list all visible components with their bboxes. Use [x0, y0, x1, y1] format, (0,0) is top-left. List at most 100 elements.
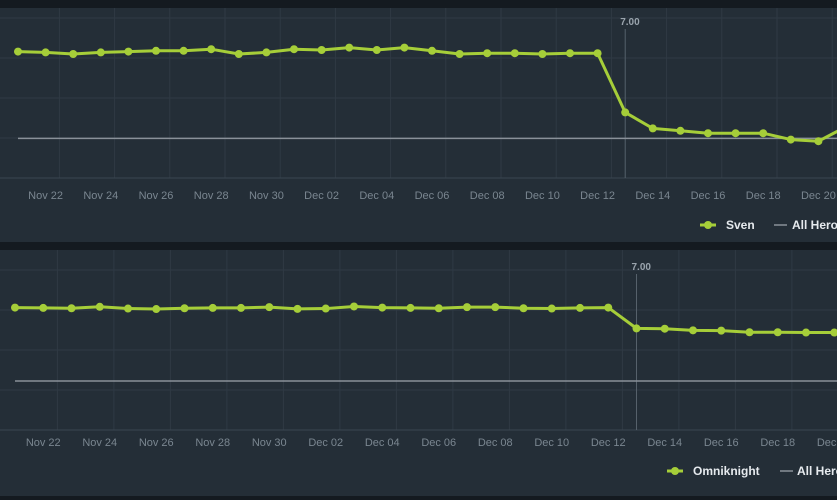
legend-all-heroes-label: All Heroes: [797, 464, 837, 478]
data-point[interactable]: [660, 324, 669, 333]
x-tick-label: Dec 02: [308, 437, 343, 449]
legend-item-hero[interactable]: Sven: [700, 218, 755, 232]
data-point[interactable]: [538, 50, 547, 58]
data-point[interactable]: [802, 328, 810, 337]
data-point[interactable]: [96, 48, 105, 57]
data-point[interactable]: [773, 328, 782, 337]
x-tick-label: Nov 24: [82, 437, 117, 449]
grid: [0, 250, 837, 431]
data-point[interactable]: [124, 47, 133, 56]
x-tick-label: Dec 20: [801, 190, 836, 202]
x-tick-label: Dec 04: [359, 190, 394, 202]
data-point[interactable]: [41, 48, 50, 57]
data-point[interactable]: [11, 303, 19, 312]
data-point[interactable]: [566, 49, 574, 58]
data-point[interactable]: [519, 304, 528, 313]
data-point[interactable]: [69, 50, 78, 58]
data-point[interactable]: [814, 137, 823, 146]
data-point[interactable]: [179, 46, 188, 55]
chart-panel-omniknight: 7.00 Nov 22 Nov 24 Nov 26 Nov 28 Nov 30 Dec 02…: [0, 250, 837, 496]
x-tick-label: Dec 14: [647, 437, 682, 449]
data-point[interactable]: [786, 135, 795, 144]
data-point[interactable]: [576, 303, 584, 312]
data-point[interactable]: [350, 302, 358, 311]
data-point[interactable]: [455, 50, 464, 58]
data-point[interactable]: [717, 326, 726, 335]
data-point[interactable]: [463, 303, 471, 312]
data-point[interactable]: [483, 49, 492, 58]
legend: Omniknight All Heroes: [667, 464, 837, 478]
data-point[interactable]: [648, 124, 657, 133]
legend-hero-label: Sven: [726, 218, 755, 232]
data-point[interactable]: [39, 303, 48, 312]
data-point[interactable]: [237, 303, 245, 312]
legend-item-hero[interactable]: Omniknight: [667, 464, 760, 478]
legend-item-all-heroes[interactable]: All Heroes: [780, 464, 837, 478]
x-tick-label: Nov 26: [139, 190, 174, 202]
data-point[interactable]: [759, 129, 768, 138]
data-point[interactable]: [321, 304, 330, 313]
data-point[interactable]: [745, 328, 754, 337]
x-tick-label: Dec 12: [591, 437, 626, 449]
x-tick-label: Dec 14: [635, 190, 670, 202]
data-point[interactable]: [265, 303, 274, 312]
x-tick-label: Nov 22: [26, 437, 61, 449]
data-point[interactable]: [704, 129, 712, 138]
x-tick-label: Dec 16: [691, 190, 726, 202]
series-sven: [14, 43, 837, 146]
data-point[interactable]: [67, 304, 76, 313]
data-point[interactable]: [290, 45, 298, 54]
data-point[interactable]: [434, 304, 443, 313]
data-point[interactable]: [676, 126, 685, 135]
x-tick-label: Nov 26: [139, 437, 174, 449]
x-tick-label: Dec 08: [470, 190, 505, 202]
legend-item-all-heroes[interactable]: All Heroes: [774, 218, 837, 232]
legend-hero-marker: [704, 221, 712, 229]
data-point[interactable]: [317, 46, 326, 54]
x-tick-label: Nov 24: [83, 190, 118, 202]
data-point[interactable]: [345, 43, 354, 52]
data-point[interactable]: [731, 129, 740, 138]
data-point[interactable]: [293, 304, 302, 313]
data-point[interactable]: [621, 108, 630, 117]
data-point[interactable]: [14, 47, 22, 56]
data-point[interactable]: [400, 43, 409, 52]
data-point[interactable]: [208, 303, 217, 312]
data-point[interactable]: [593, 49, 602, 58]
data-point[interactable]: [830, 328, 837, 337]
x-tick-label: Dec 04: [365, 437, 400, 449]
line-chart-omniknight: 7.00 Nov 22 Nov 24 Nov 26 Nov 28 Nov 30 Dec 02…: [0, 250, 837, 478]
data-point[interactable]: [689, 326, 697, 335]
x-tick-label: Dec 08: [478, 437, 513, 449]
x-tick-label: Nov 30: [249, 190, 284, 202]
data-point[interactable]: [510, 49, 519, 58]
data-point[interactable]: [152, 46, 160, 55]
data-point[interactable]: [604, 303, 613, 312]
line-chart-sven: 7.00 Nov 22 Nov 24 Nov 26 Nov 28 Nov 30 Dec 02…: [0, 8, 837, 232]
data-point[interactable]: [180, 304, 189, 313]
data-point[interactable]: [547, 304, 556, 313]
x-tick-label: Dec 20: [817, 437, 837, 449]
data-point[interactable]: [152, 305, 161, 314]
data-point[interactable]: [95, 302, 104, 311]
x-tick-label: Dec 06: [421, 437, 456, 449]
data-point[interactable]: [207, 45, 216, 54]
x-tick-label: Dec 10: [525, 190, 560, 202]
data-point[interactable]: [378, 303, 387, 312]
data-point[interactable]: [491, 303, 500, 312]
legend-hero-label: Omniknight: [693, 464, 760, 478]
x-tick-label: Dec 12: [580, 190, 615, 202]
data-point[interactable]: [234, 50, 243, 58]
legend-all-heroes-label: All Heroes: [792, 218, 837, 232]
data-point[interactable]: [262, 48, 271, 57]
x-tick-label: Dec 02: [304, 190, 339, 202]
data-point[interactable]: [428, 46, 436, 55]
x-tick-label: Nov 22: [28, 190, 63, 202]
series-line: [17, 46, 837, 143]
data-point[interactable]: [632, 324, 641, 333]
data-point[interactable]: [372, 46, 381, 54]
data-point[interactable]: [124, 304, 132, 313]
data-point[interactable]: [406, 303, 415, 312]
x-tick-label: Nov 30: [252, 437, 287, 449]
x-tick-label: Dec 18: [760, 437, 795, 449]
